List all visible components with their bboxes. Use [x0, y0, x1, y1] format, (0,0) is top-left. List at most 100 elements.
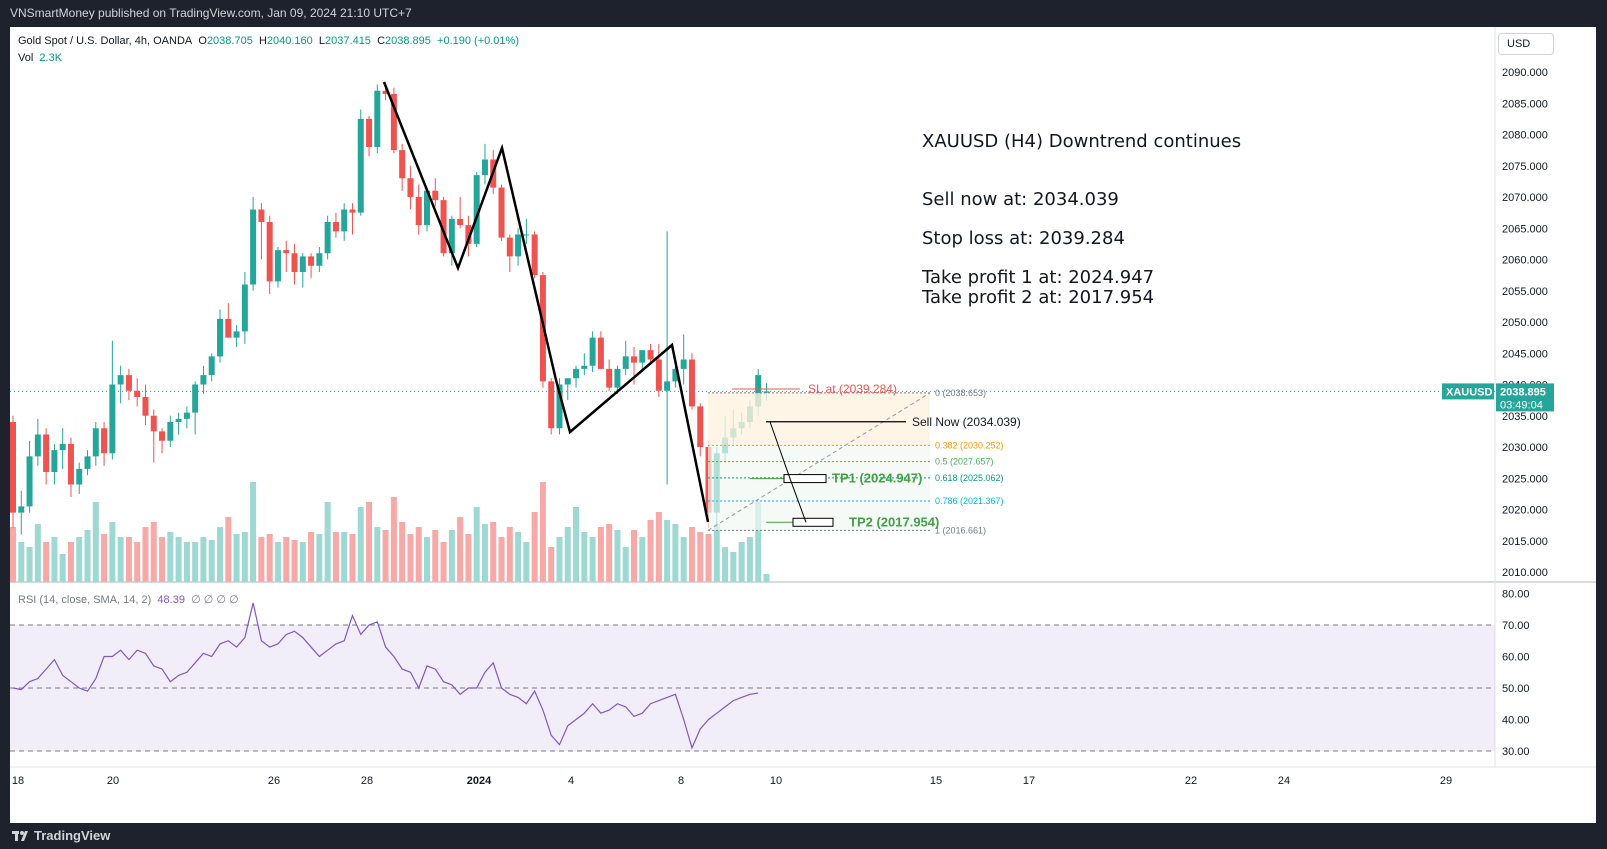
- volume-bar: [457, 517, 464, 582]
- volume-bar: [465, 534, 472, 582]
- volume-bar: [589, 537, 596, 582]
- currency-button[interactable]: USD: [1498, 33, 1554, 55]
- candle-body: [200, 375, 207, 385]
- volume-bar: [175, 537, 182, 582]
- volume-bar: [109, 522, 116, 582]
- candle-body: [465, 225, 472, 244]
- volume-bar: [67, 542, 74, 582]
- volume-bar: [722, 547, 729, 582]
- price-axis-label: 2030.000: [1502, 442, 1548, 454]
- volume-bars: [10, 482, 770, 582]
- candle-body: [523, 234, 530, 236]
- volume-bar: [366, 502, 373, 582]
- candle-body: [43, 434, 50, 472]
- price-tag-countdown: 03:49:04: [1500, 399, 1543, 411]
- candle-body: [92, 428, 99, 457]
- candle-body: [573, 368, 580, 379]
- candle-body: [316, 253, 323, 266]
- open-value: 2038.705: [206, 35, 253, 47]
- low-value: 2037.415: [325, 35, 371, 47]
- volume-bar: [763, 574, 770, 582]
- fib-levels: 0 (2038.653) 0.382 (2030.252) 0.5 (2027.65…: [707, 388, 1004, 535]
- annotation-tp2: Take profit 2 at: 2017.954: [922, 287, 1155, 308]
- sell-label: Sell Now (2034.039): [912, 415, 1021, 429]
- fib-level-label: 0.5 (2027.657): [935, 457, 994, 467]
- candle-body: [299, 256, 306, 272]
- candle-body: [34, 434, 41, 457]
- axes: 2090.0002085.0002080.0002075.0002070.000…: [12, 67, 1554, 787]
- rsi-axis-label: 40.00: [1502, 715, 1530, 727]
- candle-body: [150, 415, 157, 432]
- rsi-pane: [10, 602, 1495, 752]
- candle-body: [390, 93, 397, 151]
- candle-body: [688, 359, 695, 407]
- price-axis-label: 2055.000: [1502, 286, 1548, 298]
- price-axis-label: 2045.000: [1502, 348, 1548, 360]
- tradingview-logo[interactable]: TradingView: [12, 828, 110, 843]
- time-axis-label: 17: [1023, 775, 1035, 787]
- volume-bar: [150, 522, 157, 582]
- candle-body: [440, 200, 447, 254]
- volume-bar: [473, 507, 480, 582]
- candle-body: [192, 384, 199, 413]
- symbol-tag-text: XAUUSD: [1446, 386, 1493, 398]
- candle-body: [341, 209, 348, 232]
- time-axis-label: 18: [12, 775, 24, 787]
- fib-level-label: 1 (2016.661): [935, 525, 986, 535]
- volume-bar: [672, 524, 679, 582]
- rsi-legend: RSI (14, close, SMA, 14, 2) 48.39 ∅ ∅ ∅ …: [18, 593, 239, 606]
- candle-body: [448, 218, 455, 254]
- candle-body: [481, 159, 488, 176]
- candle-body: [266, 222, 273, 282]
- low-label: L: [318, 35, 326, 47]
- volume-bar: [101, 534, 108, 582]
- volume-bar: [34, 524, 41, 582]
- candle-body: [175, 418, 182, 422]
- volume-bar: [208, 540, 215, 582]
- candle-body: [614, 368, 621, 388]
- candle-body: [424, 190, 430, 226]
- volume-bar: [125, 537, 132, 582]
- volume-bar: [713, 524, 720, 582]
- volume-bar: [697, 532, 704, 582]
- volume-bar: [490, 522, 497, 582]
- time-axis-label: 8: [678, 775, 684, 787]
- volume-bar: [341, 532, 348, 582]
- candle-body: [763, 391, 770, 393]
- candle-body: [606, 368, 613, 388]
- volume-bar: [233, 534, 240, 582]
- volume-bar: [614, 530, 621, 582]
- volume-bar: [631, 530, 637, 582]
- candle-body: [631, 356, 637, 363]
- annotation-tp1: Take profit 1 at: 2024.947: [922, 267, 1155, 288]
- publish-bar: VNSmartMoney published on TradingView.co…: [0, 0, 1607, 27]
- fib-level-label: 0.618 (2025.062): [935, 473, 1004, 483]
- volume-bar: [217, 527, 223, 582]
- sl-label: SL at (2039.284): [808, 382, 897, 396]
- volume-bar: [308, 532, 315, 582]
- candle-body: [233, 331, 240, 338]
- volume-bar: [51, 537, 58, 582]
- volume-bar: [200, 537, 207, 582]
- drawings: SL at (2039.284) Sell Now (2034.039) TP1 (…: [10, 81, 1495, 529]
- candle-body: [581, 365, 588, 369]
- volume-bar: [299, 542, 306, 582]
- volume-bar: [407, 534, 414, 582]
- volume-bar: [548, 547, 555, 582]
- candle-body: [407, 178, 414, 197]
- candle-body: [589, 337, 596, 366]
- candle-body: [59, 443, 66, 451]
- volume-bar: [680, 537, 687, 582]
- tp2-box: [792, 517, 834, 527]
- volume-bar: [84, 530, 91, 582]
- price-axis-label: 2065.000: [1502, 223, 1548, 235]
- volume-bar: [556, 537, 563, 582]
- candle-body: [382, 90, 389, 94]
- candle-body: [755, 375, 762, 407]
- volume-bar: [746, 537, 753, 582]
- volume-bar: [332, 532, 339, 582]
- volume-bar: [324, 502, 331, 582]
- time-axis-label: 2024: [467, 775, 492, 787]
- candle-body: [548, 381, 555, 429]
